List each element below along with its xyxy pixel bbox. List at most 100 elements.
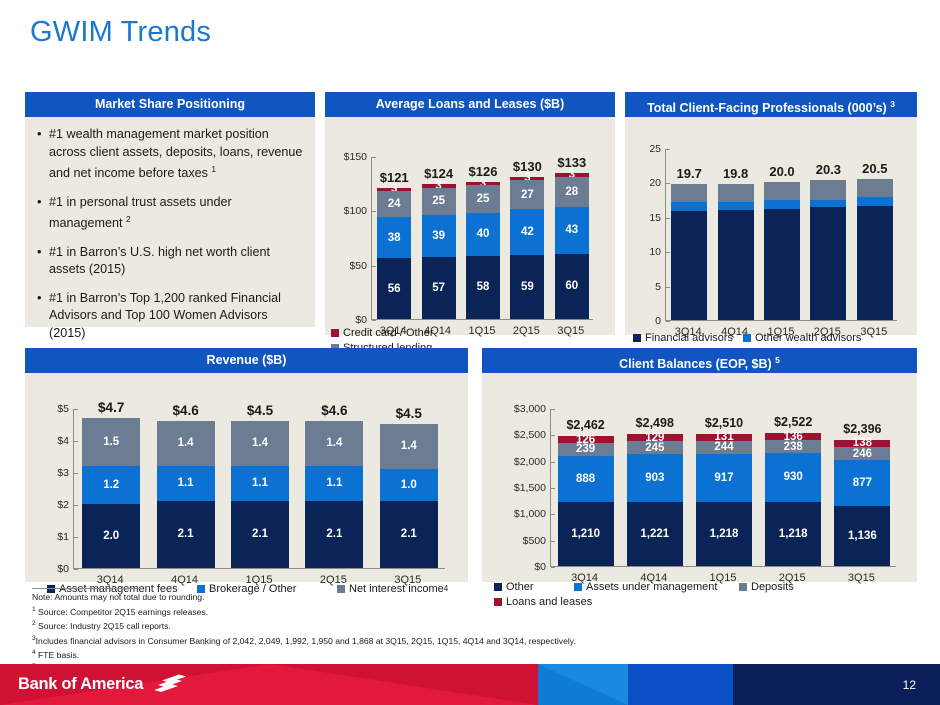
balances-plot-area: $0 $500 $1,000 $1,500 $2,000 $2,500 $3,000 1,21… xyxy=(514,403,896,573)
balances-segment-deposits: 246 xyxy=(834,447,891,460)
revenue-segment-asset-management-fees: 2.1 xyxy=(379,500,438,568)
loans-segment-consumer-real-estate: 59 xyxy=(510,254,545,319)
legend-swatch-icon xyxy=(331,328,339,337)
revenue-segment-net-interest-income: 1.4 xyxy=(231,420,289,466)
balances-legend-item-loans-and-leases[interactable]: Loans and leases xyxy=(494,594,594,609)
loans-segment-securities-based-lending: 42 xyxy=(510,209,545,255)
balances-bar-4Q14: 1,221 903 245 129 xyxy=(626,432,683,566)
page-title: GWIM Trends xyxy=(30,16,212,48)
loans-y-tick: $150 xyxy=(344,151,377,163)
loans-segment-consumer-real-estate: 58 xyxy=(466,255,500,319)
loans-segment-structured-lending: 27 xyxy=(510,179,545,210)
balances-chart-title: Client Balances (EOP, $B) 5 xyxy=(482,348,917,373)
balances-x-label: 2Q15 xyxy=(778,572,806,584)
loans-bar-3Q14: 56 38 24 3 xyxy=(377,183,412,319)
revenue-y-tick: $5 xyxy=(57,403,78,415)
professionals-y-tick: 20 xyxy=(649,177,670,189)
balances-total-label: $2,522 xyxy=(774,415,813,430)
revenue-bar-4Q14: 2.1 1.1 1.4 xyxy=(156,420,215,568)
revenue-segment-brokerage-other: 1.1 xyxy=(231,465,289,501)
revenue-segment-net-interest-income: 1.4 xyxy=(379,424,438,469)
balances-segment-other: 1,221 xyxy=(626,501,683,566)
loans-x-label: 1Q15 xyxy=(468,325,496,337)
professionals-bar-4Q14 xyxy=(717,183,754,320)
loans-segment-securities-based-lending: 39 xyxy=(421,214,456,258)
balances-segment-assets-under-management: 903 xyxy=(626,454,683,502)
footer-band-medium-blue xyxy=(628,664,733,705)
loans-segment-structured-lending: 25 xyxy=(466,185,500,213)
professionals-bar-3Q15 xyxy=(856,178,893,320)
balances-x-label: 1Q15 xyxy=(709,572,737,584)
loans-chart-title: Average Loans and Leases ($B) xyxy=(325,92,615,117)
loans-legend-item-credit-card-other[interactable]: Credit card / Other xyxy=(331,325,471,340)
balances-legend-item-deposits[interactable]: Deposits xyxy=(739,579,824,594)
revenue-legend-item-brokerage-other[interactable]: Brokerage / Other xyxy=(197,581,337,596)
balances-segment-loans-and-leases: 138 xyxy=(834,437,891,449)
balances-legend-item-assets-under-management[interactable]: Assets under management xyxy=(574,579,739,594)
professionals-legend-item-financial-advisors[interactable]: Financial advisors xyxy=(633,330,743,345)
legend-label: Other wealth advisors xyxy=(755,331,862,344)
revenue-total-label: $4.6 xyxy=(321,402,348,418)
professionals-x-label: 4Q14 xyxy=(721,326,749,338)
footer-band-navy xyxy=(733,664,940,705)
legend-swatch-icon xyxy=(574,582,582,591)
loans-plot-area: $0 $50 $100 $150 56 38 24 3 $121 57 39 25 3 $124 58 40 2… xyxy=(344,151,593,326)
revenue-segment-brokerage-other: 1.1 xyxy=(156,465,215,501)
balances-y-tick: $2,500 xyxy=(514,429,556,441)
legend-label: Credit card / Other xyxy=(343,326,434,339)
professionals-segment-other-wealth-advisors xyxy=(764,200,800,210)
loans-total-label: $121 xyxy=(379,169,409,185)
loans-chart-body: $0 $50 $100 $150 56 38 24 3 $121 57 39 25 3 $124 58 40 2… xyxy=(325,117,615,384)
loans-total-label: $130 xyxy=(512,158,542,174)
footer-red-chevron-left xyxy=(0,664,270,705)
footnote-item: 4 FTE basis. xyxy=(32,648,80,660)
revenue-bar-3Q15: 2.1 1.0 1.4 xyxy=(379,424,438,568)
footnote-item: 2 Source: Industry 2Q15 call reports. xyxy=(32,620,171,631)
balances-segment-deposits: 245 xyxy=(626,441,683,455)
balances-segment-other: 1,218 xyxy=(696,501,752,566)
market-share-bullet: #1 in Barron’s Top 1,200 ranked Financia… xyxy=(35,289,303,343)
revenue-x-label: 2Q15 xyxy=(319,574,347,586)
balances-legend-item-other[interactable]: Other xyxy=(494,579,574,594)
professionals-y-tick: 10 xyxy=(649,246,670,258)
footnote-item: 3Includes financial advisors in Consumer… xyxy=(32,634,576,646)
loans-bar-4Q14: 57 39 25 3 xyxy=(421,180,456,319)
professionals-segment-other xyxy=(717,183,754,202)
loans-y-tick: $100 xyxy=(344,205,377,217)
legend-swatch-icon xyxy=(197,584,205,593)
loans-segment-credit-card-other: 3 xyxy=(421,180,456,192)
balances-segment-assets-under-management: 888 xyxy=(557,455,614,503)
footnote-item: 1 Source: Competitor 2Q15 earnings relea… xyxy=(32,605,209,617)
revenue-segment-brokerage-other: 1.2 xyxy=(82,465,141,504)
legend-swatch-icon xyxy=(494,582,502,591)
legend-label: Net interest income xyxy=(349,582,444,595)
balances-total-label: $2,498 xyxy=(635,416,674,431)
professionals-segment-financial-advisors xyxy=(810,207,847,320)
revenue-y-tick: $4 xyxy=(57,435,78,447)
market-share-bullet: #1 in Barron’s U.S. high net worth clien… xyxy=(35,243,303,279)
balances-bar-3Q15: 1,136 877 246 138 xyxy=(834,437,891,566)
revenue-x-label: 3Q15 xyxy=(394,574,422,586)
balances-y-tick: $2,000 xyxy=(514,456,556,468)
revenue-total-label: $4.5 xyxy=(246,402,274,418)
revenue-y-tick: $3 xyxy=(57,467,78,479)
professionals-chart-body: 0 5 10 15 20 25 19.7 19.8 20.0 20.3 20.5 3Q14 4Q14 1Q… xyxy=(625,117,917,359)
loans-segment-credit-card-other: 3 xyxy=(377,183,412,195)
loans-x-label: 2Q15 xyxy=(512,325,540,337)
professionals-segment-other xyxy=(671,184,708,203)
revenue-legend-item-net-interest-income[interactable]: Net interest income 4 xyxy=(337,581,457,596)
loans-total-label: $124 xyxy=(424,166,454,182)
revenue-y-tick: $1 xyxy=(57,531,78,543)
professionals-segment-other xyxy=(764,182,800,201)
professionals-legend-item-other-wealth-advisors[interactable]: Other wealth advisors xyxy=(743,330,868,345)
balances-segment-deposits: 239 xyxy=(557,442,614,456)
professionals-y-tick: 0 xyxy=(655,315,670,327)
legend-swatch-icon xyxy=(743,333,751,342)
loans-segment-consumer-real-estate: 60 xyxy=(554,253,589,319)
legend-label: Financial advisors xyxy=(645,331,734,344)
balances-chart-body: $0 $500 $1,000 $1,500 $2,000 $2,500 $3,000 1,21… xyxy=(482,373,917,608)
balances-x-label: 4Q14 xyxy=(640,572,668,584)
market-share-bullet-list: #1 wealth management market position acr… xyxy=(25,117,315,342)
revenue-total-label: $4.5 xyxy=(395,406,422,421)
revenue-segment-asset-management-fees: 2.1 xyxy=(231,500,289,568)
